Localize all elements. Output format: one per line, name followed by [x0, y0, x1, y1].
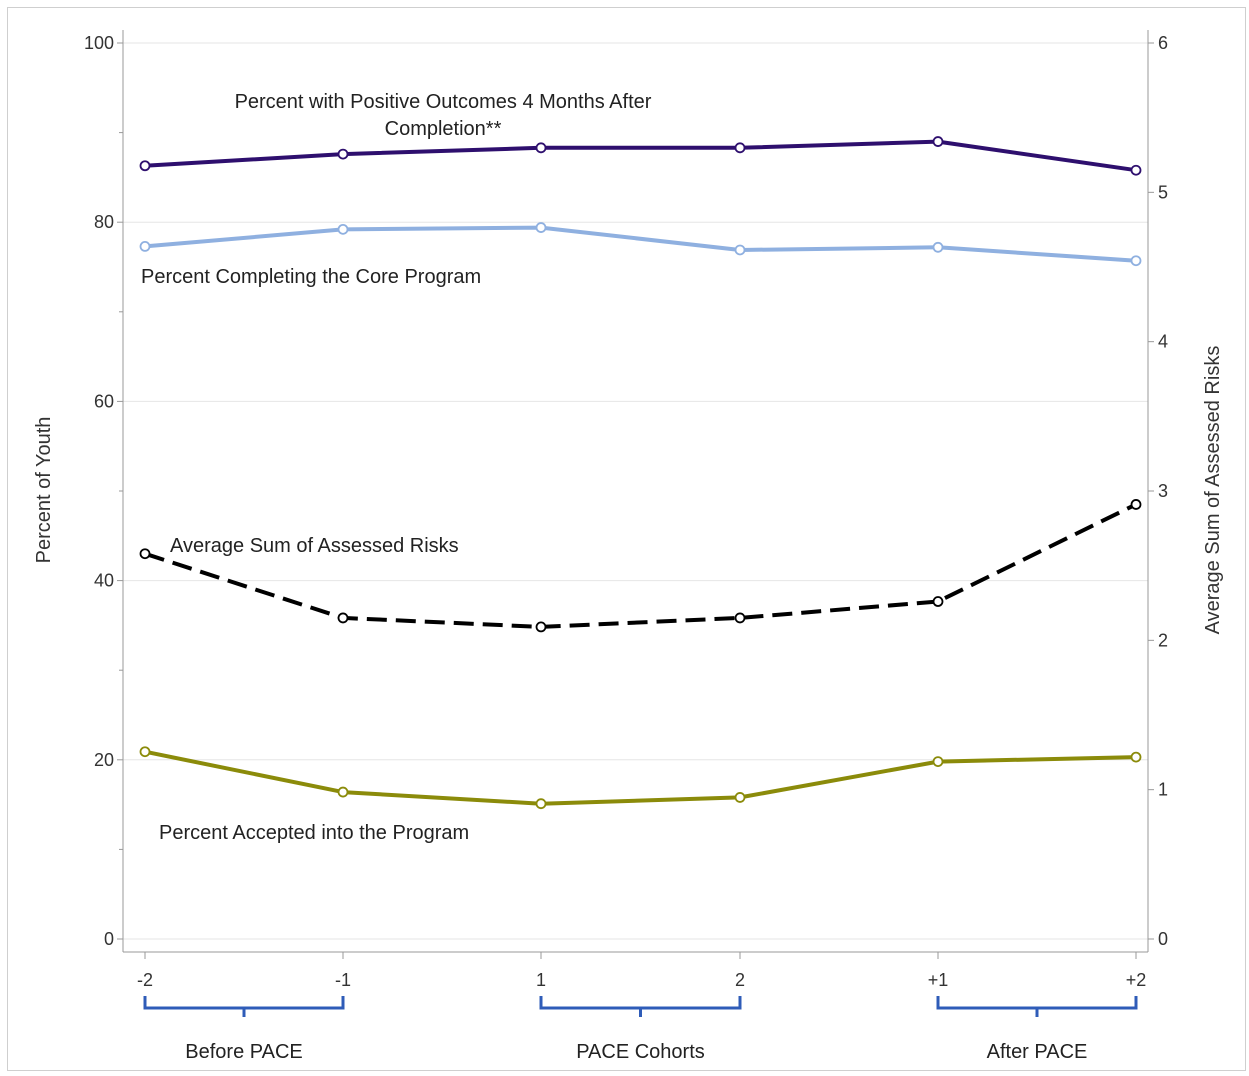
- point-completing-1: [337, 223, 349, 235]
- point-positive-1: [337, 148, 349, 160]
- series-line-positive: [144, 139, 1137, 173]
- point-risks-2: [535, 621, 547, 633]
- x-tick-label-3: 2: [735, 970, 745, 990]
- y-axis-title: Percent of Youth: [33, 417, 55, 564]
- series-label-positive-line2: Completion**: [385, 118, 502, 140]
- y-tick-label-3: 60: [94, 391, 114, 411]
- group-label-2: After PACE: [987, 1041, 1088, 1063]
- point-accepted-0: [139, 746, 151, 758]
- series-line-completing: [144, 225, 1137, 263]
- axes: 0 20 40 60 80 100 0 1 2 3 4 5 6 -2 -1 1 2 +1 +2: [84, 30, 1168, 990]
- y2-tick-label-4: 4: [1158, 332, 1168, 352]
- y-tick-label-5: 100: [84, 33, 114, 53]
- point-accepted-3: [734, 792, 746, 803]
- series-labels: Percent with Positive Outcomes 4 Months …: [141, 91, 652, 844]
- point-risks-3: [734, 612, 746, 624]
- point-accepted-2: [535, 798, 547, 810]
- point-accepted-5: [1130, 751, 1142, 763]
- point-completing-5: [1130, 255, 1142, 267]
- plot-area: [123, 30, 1148, 952]
- point-risks-1: [337, 612, 349, 624]
- point-accepted-1: [337, 786, 349, 798]
- group-bracket-2: [936, 996, 1138, 1017]
- point-accepted-4: [932, 756, 944, 767]
- y-tick-label-4: 80: [94, 212, 114, 232]
- group-label-1: PACE Cohorts: [576, 1041, 705, 1063]
- y2-tick-label-0: 0: [1158, 929, 1168, 949]
- series-label-risks: Average Sum of Assessed Risks: [170, 535, 459, 557]
- y2-tick-label-5: 5: [1158, 182, 1168, 202]
- point-completing-4: [932, 241, 944, 253]
- point-positive-0: [139, 160, 151, 172]
- group-bracket-0: [143, 996, 345, 1017]
- point-positive-3: [734, 142, 746, 154]
- point-positive-2: [535, 142, 547, 154]
- point-completing-3: [734, 244, 746, 256]
- y2-tick-label-2: 2: [1158, 630, 1168, 650]
- y-tick-label-1: 20: [94, 750, 114, 770]
- y2-tick-label-3: 3: [1158, 481, 1168, 501]
- point-positive-4: [932, 136, 944, 147]
- series-line-risks: [144, 502, 1137, 629]
- series-label-completing: Percent Completing the Core Program: [141, 266, 481, 288]
- point-completing-0: [139, 240, 151, 252]
- series-label-accepted: Percent Accepted into the Program: [159, 822, 469, 844]
- series-lines: [139, 136, 1142, 810]
- x-tick-label-4: +1: [928, 970, 949, 990]
- y-tick-label-0: 0: [104, 929, 114, 949]
- y2-tick-label-1: 1: [1158, 780, 1168, 800]
- series-label-positive: Percent with Positive Outcomes 4 Months …: [235, 91, 652, 113]
- x-tick-label-1: -1: [335, 970, 351, 990]
- group-label-0: Before PACE: [185, 1041, 302, 1063]
- point-risks-5: [1130, 499, 1142, 510]
- group-brackets: Before PACE PACE Cohorts After PACE: [143, 996, 1138, 1063]
- y-tick-label-2: 40: [94, 571, 114, 591]
- x-tick-label-5: +2: [1126, 970, 1147, 990]
- x-tick-label-0: -2: [137, 970, 153, 990]
- point-completing-2: [535, 222, 547, 233]
- point-positive-5: [1130, 164, 1142, 176]
- y2-tick-label-6: 6: [1158, 33, 1168, 53]
- y2-axis-title: Average Sum of Assessed Risks: [1202, 346, 1224, 635]
- point-risks-0: [139, 548, 151, 560]
- x-tick-label-2: 1: [536, 970, 546, 990]
- point-risks-4: [932, 596, 944, 607]
- group-bracket-1: [539, 996, 742, 1017]
- series-line-accepted: [144, 749, 1137, 806]
